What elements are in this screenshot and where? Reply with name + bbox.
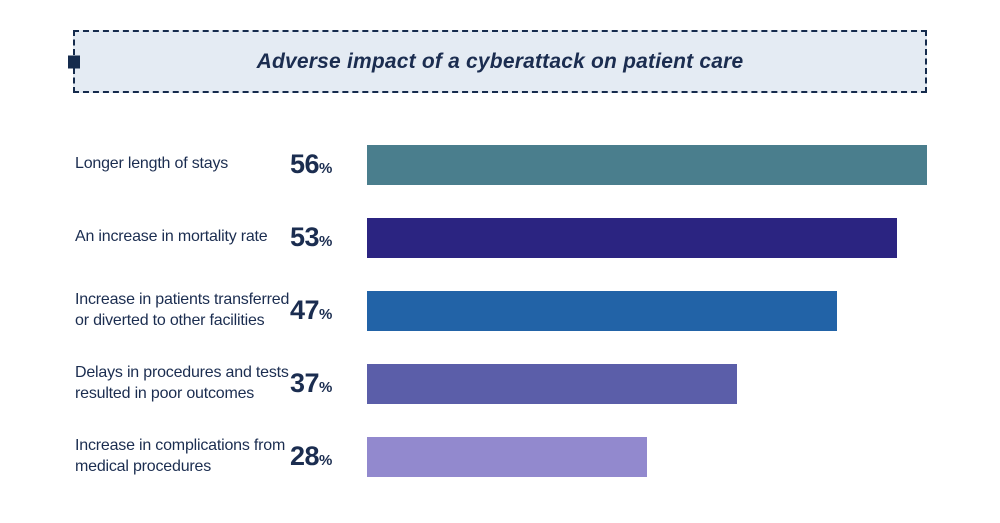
bar-track [367,144,987,185]
bar-value: 28% [290,441,367,472]
bar-category-label: Increase in complications from medical p… [75,437,286,475]
bar-value-number: 56 [290,149,320,179]
chart-title: Adverse impact of a cyberattack on patie… [256,49,744,73]
bar-value-number: 37 [290,368,320,398]
bar-value-number: 47 [290,295,320,325]
bar-value-number: 28 [290,441,320,471]
bar-track [367,363,987,404]
bar-row: Increase in patients transferred or dive… [75,274,987,347]
bar [367,217,897,258]
chart-title-box: Adverse impact of a cyberattack on patie… [68,30,927,93]
bar-row: Longer length of stays 56% [75,128,987,201]
bar-value-unit: % [319,452,333,469]
bar-category-label: An increase in mortality rate [75,228,268,246]
bar-row: An increase in mortality rate 53% [75,201,987,274]
bar-track [367,217,987,258]
bar-value: 47% [290,295,367,326]
selection-handle-square [68,55,80,68]
bar-row: Increase in complications from medical p… [75,420,987,493]
bar [367,144,927,185]
bar-value: 56% [290,149,367,180]
bar-rows: Longer length of stays 56% An increase i… [75,128,987,493]
bar [367,436,647,477]
bar-category-label: Longer length of stays [75,155,229,173]
bar-value-unit: % [319,306,333,323]
bar-track [367,290,987,331]
bar-category-label: Delays in procedures and tests resulted … [75,364,289,402]
bar-value-unit: % [319,233,333,250]
bar-track [367,436,987,477]
bar-category-label: Increase in patients transferred or dive… [75,291,290,329]
bar-value: 37% [290,368,367,399]
bar-row: Delays in procedures and tests resulted … [75,347,987,420]
bar-value-unit: % [319,379,333,396]
bar-value: 53% [290,222,367,253]
bar [367,363,737,404]
bar-value-unit: % [319,160,333,177]
bar [367,290,837,331]
bar-value-number: 53 [290,222,320,252]
